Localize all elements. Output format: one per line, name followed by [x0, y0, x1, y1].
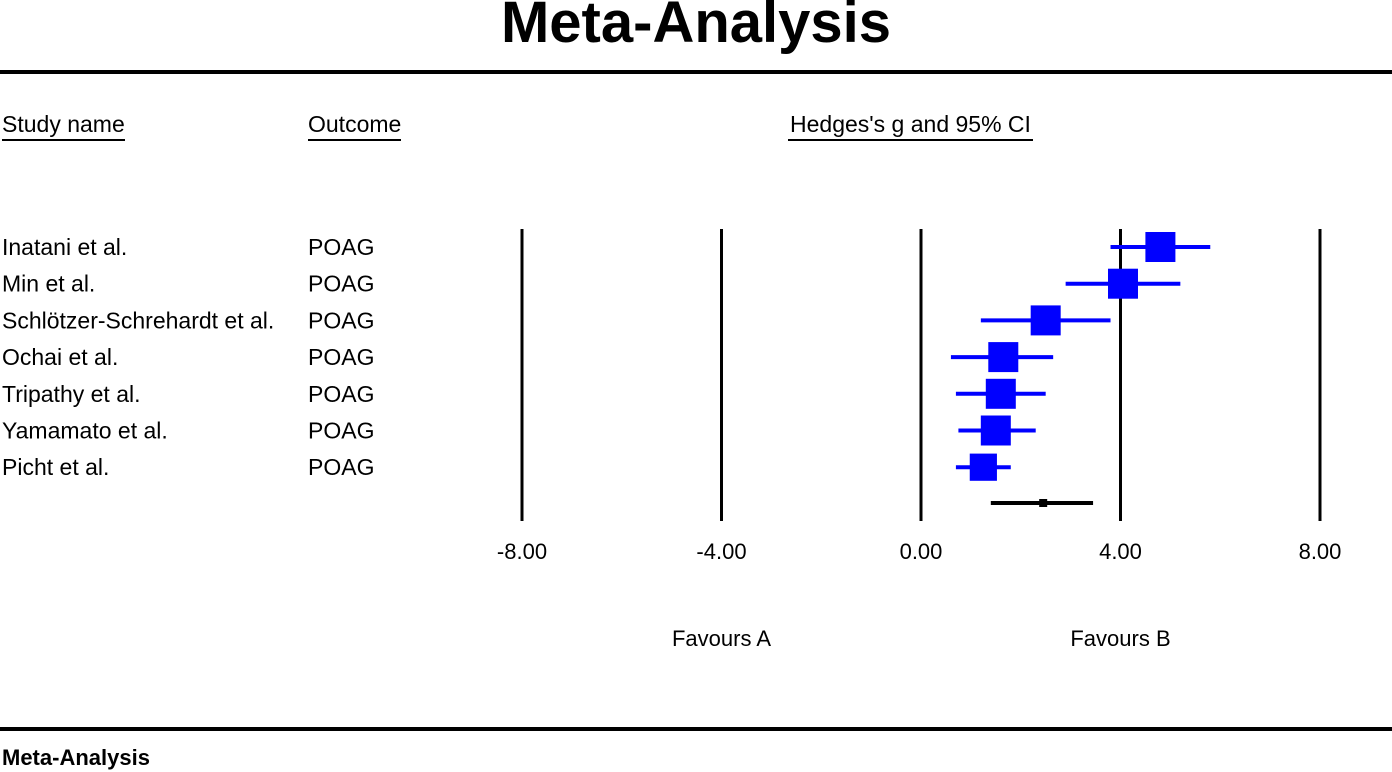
- study-effect-marker: [985, 378, 1016, 409]
- study-name: Min et al.: [2, 271, 95, 297]
- study-outcome: POAG: [308, 344, 374, 370]
- study-name: Ochai et al.: [2, 344, 118, 370]
- x-tick-label: -8.00: [497, 539, 547, 564]
- study-name: Inatani et al.: [2, 234, 127, 260]
- study-name: Tripathy et al.: [2, 381, 140, 407]
- x-tick-label: 0.00: [900, 539, 943, 564]
- x-tick-label: -4.00: [696, 539, 746, 564]
- column-header-outcome: Outcome: [308, 110, 402, 141]
- bottom-rule: [0, 727, 1392, 731]
- x-tick-label: 4.00: [1099, 539, 1142, 564]
- study-outcome: POAG: [308, 418, 374, 444]
- column-header-effect: Hedges's g and 95% CI: [788, 110, 1033, 141]
- study-name: Schlötzer-Schrehardt et al.: [2, 307, 274, 333]
- footer-title: Meta-Analysis: [2, 745, 150, 770]
- study-name: Picht et al.: [2, 454, 109, 480]
- summary-effect-marker: [1039, 499, 1048, 507]
- column-header-study-name: Study name: [2, 110, 125, 141]
- study-effect-marker: [1030, 305, 1061, 336]
- study-outcome: POAG: [308, 271, 374, 297]
- study-effect-marker: [980, 415, 1011, 446]
- top-rule: [0, 70, 1392, 74]
- favours-a-label: Favours A: [672, 626, 771, 651]
- study-effect-marker: [1107, 268, 1138, 299]
- study-outcome: POAG: [308, 307, 374, 333]
- favours-b-label: Favours B: [1070, 626, 1170, 651]
- study-name: Yamamato et al.: [2, 418, 168, 444]
- study-effect-marker: [969, 453, 997, 481]
- study-outcome: POAG: [308, 234, 374, 260]
- x-tick-label: 8.00: [1299, 539, 1342, 564]
- study-effect-marker: [1145, 232, 1176, 262]
- study-outcome: POAG: [308, 454, 374, 480]
- study-outcome: POAG: [308, 381, 374, 407]
- study-effect-marker: [988, 342, 1019, 373]
- page-title: Meta-Analysis: [500, 0, 892, 55]
